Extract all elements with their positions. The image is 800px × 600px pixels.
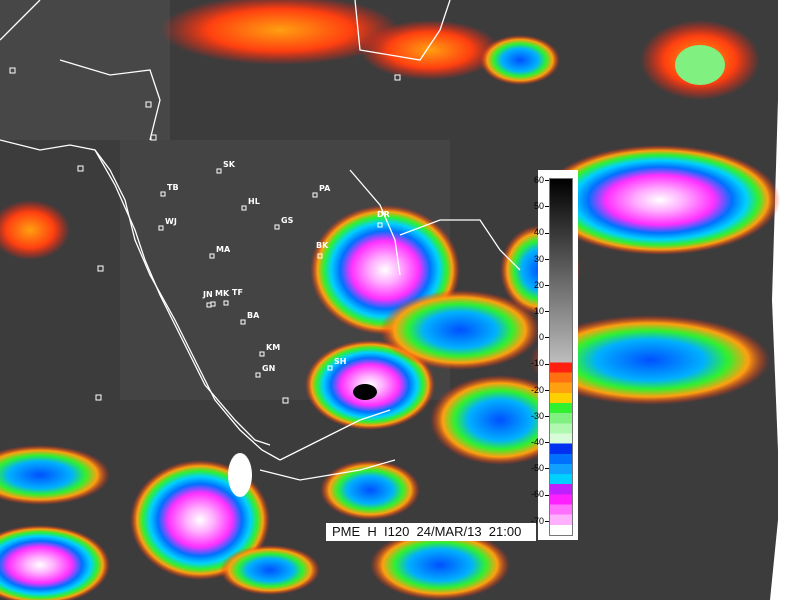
station-marker-icon	[255, 372, 261, 378]
station-marker-icon	[160, 191, 166, 197]
station-label: JN	[202, 290, 213, 299]
station-marker-icon	[209, 253, 215, 259]
station-sh: SH	[327, 357, 346, 371]
station-marker-icon	[223, 300, 229, 306]
station-label: TF	[232, 288, 243, 297]
station-sk: SK	[216, 160, 236, 174]
station-label: TB	[167, 183, 179, 192]
legend-tick-label: -40	[531, 438, 549, 447]
station-dr: DR	[377, 210, 390, 228]
legend-tick-label: -20	[531, 385, 549, 395]
station-marker-icon	[312, 192, 318, 198]
legend-tick-label: -10	[531, 359, 549, 368]
station-marker-icon	[377, 222, 383, 228]
station-marker-icon	[240, 319, 246, 325]
legend-tick-label: -30	[531, 411, 549, 421]
station-mk: MK	[210, 289, 230, 307]
legend-tick-label: 10	[534, 307, 549, 316]
station-label: BK	[316, 241, 329, 250]
legend-tick-label: 30	[534, 254, 549, 264]
station-marker-icon	[241, 205, 247, 211]
colorbar	[549, 178, 573, 536]
station-label: HL	[248, 197, 260, 206]
station-label: SH	[334, 357, 346, 366]
legend-tick-label: 40	[534, 228, 549, 237]
station-hl: HL	[241, 197, 260, 211]
legend-tick-label: -60	[531, 490, 549, 499]
station-marker-icon	[317, 253, 323, 259]
station-marker-icon	[216, 168, 222, 174]
station-label: GN	[262, 364, 275, 373]
space-background	[770, 0, 800, 600]
location-marker-icon	[9, 67, 16, 74]
cloud-fields	[0, 0, 780, 600]
station-wj: WJ	[158, 217, 177, 231]
station-gs: GS	[274, 216, 294, 230]
station-markers: SK TB HL PA GS WJ MA BK DR JN MK TF BA KM GN SH	[9, 67, 401, 404]
station-label: SK	[223, 160, 236, 169]
station-bk: BK	[316, 241, 329, 259]
station-marker-icon	[274, 224, 280, 230]
station-label: GS	[281, 216, 294, 225]
station-pa: PA	[312, 184, 331, 198]
station-gn: GN	[255, 364, 275, 378]
station-marker-icon	[327, 365, 333, 371]
location-marker-icon	[97, 265, 104, 272]
coastlines	[0, 0, 521, 481]
legend-tick-label: 0	[539, 333, 549, 342]
temperature-legend: 60 50 40 30 20 10 0 -10 -20 -30 -40 -50 -60 -70	[531, 170, 578, 540]
station-tb: TB	[160, 183, 179, 197]
station-ba: BA	[240, 311, 260, 325]
legend-tick-label: 50	[534, 202, 549, 211]
image-caption: PME H I120 24/MAR/13 21:00	[326, 523, 536, 541]
land-region	[0, 0, 170, 140]
location-marker-icon	[282, 397, 289, 404]
station-label: PA	[319, 184, 331, 193]
station-km: KM	[259, 343, 280, 357]
station-label: WJ	[165, 217, 177, 226]
legend-tick-label: -50	[531, 464, 549, 473]
legend-tick-label: 60	[534, 176, 549, 185]
location-marker-icon	[150, 134, 157, 141]
location-marker-icon	[145, 101, 152, 108]
station-label: MA	[216, 245, 231, 254]
station-label: MK	[215, 289, 230, 298]
location-marker-icon	[77, 165, 84, 172]
legend-tick-label: 20	[534, 280, 549, 290]
station-tf: TF	[223, 288, 243, 306]
location-marker-icon	[95, 394, 102, 401]
station-label: DR	[377, 210, 390, 219]
station-marker-icon	[158, 225, 164, 231]
location-marker-icon	[394, 74, 401, 81]
legend-tick-label: -70	[531, 516, 549, 526]
station-ma: MA	[209, 245, 231, 259]
station-marker-icon	[210, 301, 216, 307]
station-label: KM	[266, 343, 280, 352]
station-marker-icon	[259, 351, 265, 357]
station-label: BA	[247, 311, 260, 320]
